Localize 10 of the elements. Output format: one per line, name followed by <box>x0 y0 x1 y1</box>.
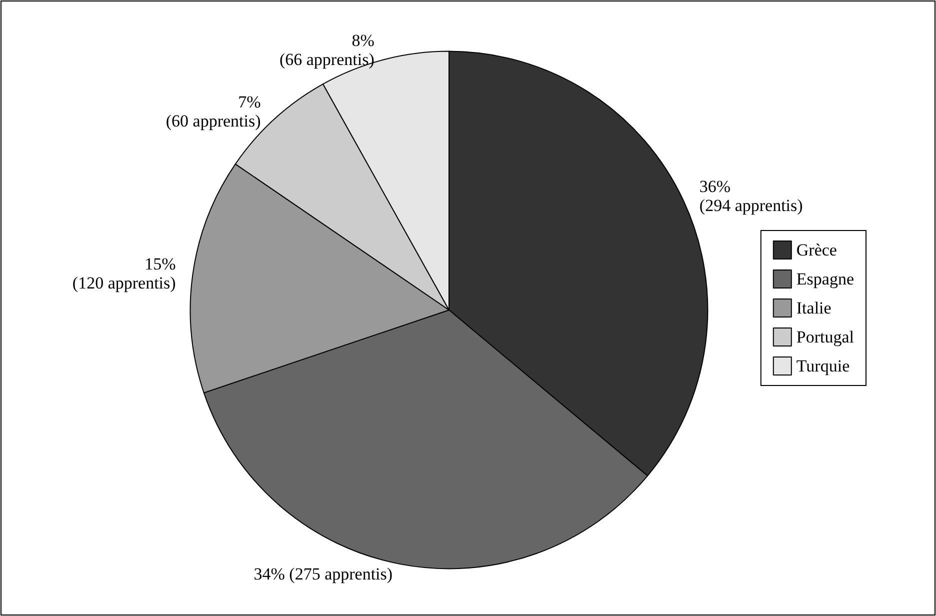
legend-label: Grèce <box>796 240 837 260</box>
data-label: 7% (60 apprentis) <box>166 92 261 131</box>
legend-label: Espagne <box>796 270 854 288</box>
legend-label: Turquie <box>796 356 850 376</box>
data-label: 34% (275 apprentis) <box>254 564 393 584</box>
data-label: 36% (294 apprentis) <box>699 177 803 216</box>
data-label: 8% (66 apprentis) <box>279 30 374 69</box>
legend-label: Italie <box>796 298 832 318</box>
data-label: 15% (120 apprentis) <box>72 254 176 292</box>
legend-label: Portugal <box>796 328 854 346</box>
